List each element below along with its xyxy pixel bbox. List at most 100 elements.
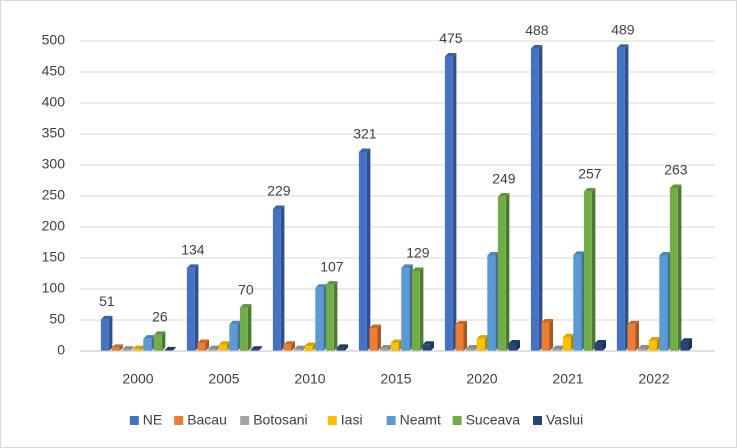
bar-top [250,346,262,350]
data-label: 321 [353,126,377,142]
bar-top [422,341,434,345]
bar-front [638,348,647,351]
bar-top [164,346,176,351]
bar [627,320,639,351]
bar-top [444,53,457,57]
legend-swatch [129,416,139,425]
bar [315,284,327,351]
x-tick-label: 2021 [552,371,583,387]
bar [186,264,199,351]
bar-side [635,320,639,351]
x-tick-label: 2000 [122,371,153,387]
x-tick-label: 2022 [638,371,669,387]
bar [143,335,155,351]
data-label: 129 [406,245,430,261]
bar-front [358,151,367,351]
x-tick-label: 2010 [294,371,325,387]
bar-top [304,342,317,347]
bar-top [336,344,348,348]
legend-swatch [386,416,396,425]
bar-front [541,322,550,351]
bar-top [648,336,661,341]
bar-side [194,264,199,351]
legend-swatch [533,416,542,425]
y-tick-label: 200 [42,218,66,234]
bar-side [688,338,692,351]
y-tick-label: 250 [42,187,66,203]
bar-front [508,343,517,351]
y-tick-label: 0 [57,342,65,358]
bar-top [541,318,553,323]
legend-label: NE [143,412,162,428]
legend-swatch [174,416,184,425]
legend-label: Vaslui [546,412,583,428]
data-label: 257 [578,165,602,181]
bar-side [624,44,629,351]
bar-top [315,284,327,288]
bar [487,252,499,351]
bar-side [538,44,543,351]
bar-top [132,345,145,350]
bar-front [487,255,496,351]
data-label: 263 [664,162,688,178]
data-label: 107 [320,258,344,274]
bar-side [677,184,682,351]
bar-side [463,320,467,351]
bar-side [258,346,262,351]
data-label: 475 [439,30,463,46]
data-label: 51 [99,293,115,309]
bar [229,320,241,351]
bar-top [594,340,606,344]
data-label: 134 [181,242,205,258]
y-tick-label: 450 [42,63,66,79]
data-label: 26 [152,309,168,325]
bar [239,304,252,351]
legend-label: Suceava [466,412,521,428]
bar [616,44,629,351]
bar-front [422,344,431,351]
bar-side [344,344,348,351]
bar-front [369,328,378,351]
bar-top [487,252,499,256]
data-label: 488 [525,22,549,38]
legend-label: Iasi [341,412,363,428]
bar-top [229,320,241,325]
bar-front [627,324,636,351]
bar-front [250,349,259,351]
legend-label: Bacau [187,412,227,428]
bar-front [100,319,109,351]
bar [476,335,489,351]
bar-front [455,324,464,351]
bar [680,338,692,351]
bar-top [390,339,403,343]
bar-front [594,343,603,351]
bar-front [186,267,195,351]
bar [411,267,424,351]
bar-front [229,324,238,351]
bar-front [380,348,389,351]
bar-front [390,342,399,351]
bar-side [291,341,295,351]
bar [573,251,585,351]
bar-front [336,347,345,351]
bar [325,281,338,351]
x-tick-label: 2020 [466,371,497,387]
bar-side [119,344,123,351]
bar-side [130,346,134,351]
bar-front [197,342,206,351]
bar-top [659,252,671,256]
bar-top [218,341,231,345]
bar-side [505,193,510,351]
data-label: 489 [611,22,635,38]
bar [358,148,371,351]
bar-side [602,340,606,351]
bar-front [562,337,571,351]
bar [272,205,285,351]
bar-front [659,255,668,351]
bar-top [638,345,650,349]
bar-side [247,304,252,351]
bar [369,324,381,351]
bar [455,320,467,351]
bar [562,333,575,351]
bar-top [186,264,199,268]
